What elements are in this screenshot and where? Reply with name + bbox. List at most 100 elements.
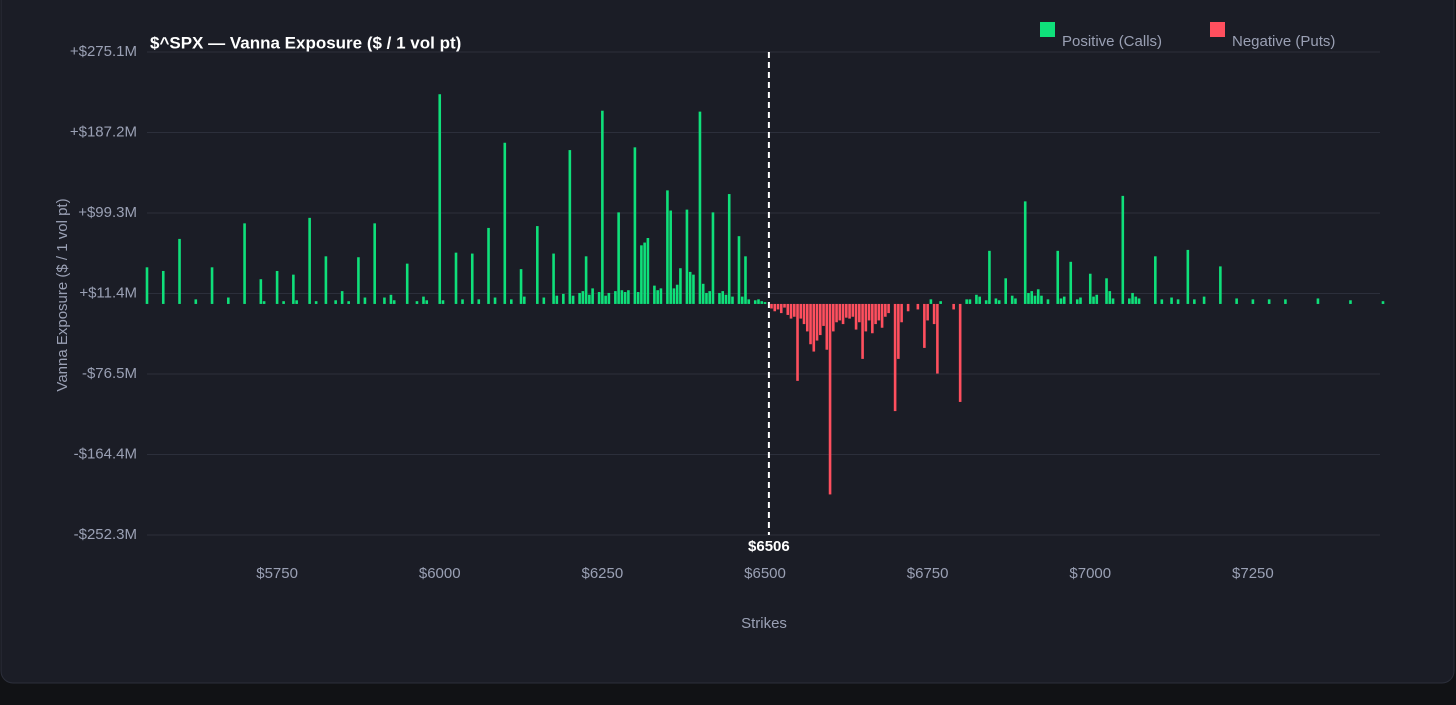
bar: [282, 301, 285, 304]
bar: [324, 256, 328, 304]
bar: [747, 299, 751, 304]
bar: [939, 301, 942, 304]
bar: [923, 303, 926, 348]
bar: [1046, 299, 1050, 304]
bar: [1186, 249, 1190, 304]
bar: [1108, 291, 1112, 304]
bar: [1014, 298, 1017, 304]
bar: [415, 301, 419, 304]
bar: [334, 300, 337, 304]
bar: [314, 301, 318, 304]
bar: [958, 303, 962, 402]
bar: [1036, 289, 1040, 304]
bar: [438, 94, 442, 304]
bar: [792, 303, 796, 317]
card: [0, 0, 1455, 684]
bar: [1062, 296, 1066, 304]
bar: [828, 303, 832, 495]
bar: [627, 290, 630, 304]
bar: [588, 294, 591, 304]
bar: [727, 194, 731, 304]
bar: [1176, 299, 1180, 304]
bar: [854, 303, 858, 330]
bar: [1056, 250, 1060, 304]
bar: [809, 303, 812, 345]
bar: [721, 291, 725, 304]
bar: [786, 303, 790, 315]
bar: [838, 303, 842, 321]
legend-swatch: [1040, 22, 1055, 37]
bar: [1160, 299, 1164, 304]
bar: [640, 245, 643, 304]
bar: [461, 299, 464, 304]
bar: [1381, 301, 1385, 304]
bar: [965, 299, 968, 304]
bar: [737, 236, 741, 304]
bar: [818, 303, 822, 336]
x-tick-label: $6750: [907, 565, 949, 582]
y-tick-label: +$99.3M: [78, 204, 137, 221]
bar: [145, 267, 149, 304]
bar: [1105, 278, 1108, 304]
bar: [601, 110, 604, 304]
bar: [555, 295, 559, 304]
y-tick-label: -$252.3M: [74, 526, 137, 543]
bar: [825, 303, 829, 350]
bar: [1040, 295, 1043, 304]
bar: [227, 297, 230, 304]
bar: [861, 303, 864, 359]
bar: [675, 284, 679, 304]
bar: [968, 299, 972, 304]
bar: [405, 263, 409, 304]
bar: [571, 295, 575, 304]
bar: [1121, 195, 1125, 304]
bar: [1030, 291, 1034, 304]
bar: [1267, 299, 1271, 304]
bar: [1131, 292, 1134, 304]
bar: [656, 290, 659, 304]
bar: [542, 297, 546, 304]
bar: [711, 212, 715, 304]
bar: [1134, 296, 1138, 304]
bar: [1193, 299, 1196, 304]
bar: [392, 300, 396, 304]
bar: [851, 303, 855, 317]
bar: [1251, 299, 1255, 304]
bar: [744, 256, 747, 304]
bar: [994, 298, 998, 304]
bar: [978, 296, 981, 304]
bar: [701, 283, 705, 304]
bar: [789, 303, 793, 319]
bar: [975, 294, 978, 304]
x-tick-label: $5750: [256, 565, 298, 582]
bar: [848, 303, 851, 319]
bar: [1170, 297, 1173, 304]
bar: [936, 303, 939, 374]
bar: [805, 303, 809, 332]
bar: [562, 293, 565, 304]
x-tick-label: $7250: [1232, 565, 1274, 582]
bar: [568, 150, 572, 304]
bar: [679, 268, 682, 304]
bar: [292, 274, 295, 304]
bar: [832, 303, 835, 332]
bar: [779, 303, 783, 314]
legend-label: Negative (Puts): [1232, 33, 1335, 50]
bar: [988, 250, 991, 304]
x-tick-label: $6250: [582, 565, 624, 582]
bar: [926, 303, 929, 321]
bar: [607, 292, 611, 304]
bar: [275, 270, 279, 304]
bar: [620, 290, 624, 304]
bar: [760, 301, 764, 304]
bar: [698, 111, 702, 304]
bar: [799, 303, 803, 319]
bar: [783, 303, 786, 308]
bar: [422, 296, 425, 304]
bar: [1137, 298, 1141, 304]
bar: [753, 300, 757, 304]
bar: [893, 303, 897, 412]
bar: [757, 299, 760, 304]
bar: [477, 299, 481, 304]
